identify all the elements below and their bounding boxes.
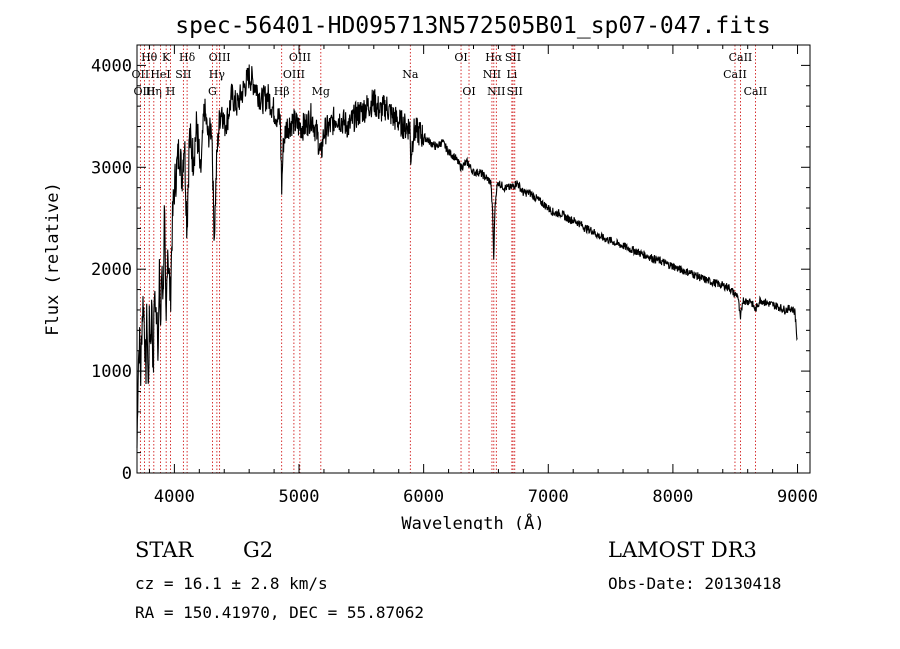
survey-label: LAMOST DR3 (608, 538, 757, 562)
line-label: Hβ (274, 85, 290, 98)
y-tick-label: 2000 (91, 260, 132, 280)
line-label: SII (505, 51, 521, 64)
line-label: Na (402, 68, 419, 81)
plot-frame (136, 44, 811, 474)
x-tick-label: 6000 (403, 487, 444, 507)
line-label: K (162, 51, 171, 64)
line-label: OIII (283, 68, 305, 81)
line-label: Hη (146, 85, 162, 98)
chart-title: spec-56401-HD095713N572505B01_sp07-047.f… (175, 13, 770, 39)
y-tick-label: 1000 (91, 362, 132, 382)
line-label: H (166, 85, 176, 98)
line-label: SII (507, 85, 523, 98)
axis-ticks-layer: 4000 5000 6000 7000 8000 9000 0 1000 2000 3000 400… (91, 45, 818, 507)
line-label: CaII (744, 85, 768, 98)
x-tick-label: 8000 (652, 487, 693, 507)
object-subclass: G2 (243, 538, 274, 562)
line-label: OII (132, 68, 150, 81)
x-tick-label: 9000 (777, 487, 818, 507)
line-label: CaII (729, 51, 753, 64)
line-label: Li (506, 68, 517, 81)
line-label: Mg (312, 85, 330, 98)
x-tick-label: 7000 (528, 487, 569, 507)
line-label: OIII (209, 51, 231, 64)
line-label: G (208, 85, 217, 98)
line-label: HeI (150, 68, 170, 81)
flux-series-layer (136, 64, 798, 449)
line-label: CaII (723, 68, 747, 81)
y-tick-label: 0 (122, 464, 132, 484)
redshift-readout: cz = 16.1 ± 2.8 km/s (135, 574, 328, 593)
x-tick-label: 5000 (279, 487, 320, 507)
object-class: STAR (135, 538, 194, 562)
flux-series-line (136, 64, 798, 449)
x-tick-label: 4000 (154, 487, 195, 507)
line-label: OIII (133, 85, 155, 98)
line-label: NII (487, 85, 505, 98)
line-label: OI (454, 51, 467, 64)
line-label: Hδ (179, 51, 196, 64)
line-label: Hθ (141, 51, 158, 64)
line-label: SII (175, 68, 191, 81)
y-axis-label: Flux (relative) (43, 182, 63, 336)
line-label: Hα (485, 51, 503, 64)
x-axis-label: Wavelength (Å) (401, 512, 544, 530)
coordinates-readout: RA = 150.41970, DEC = 55.87062 (135, 603, 424, 622)
line-label: Hγ (209, 68, 226, 81)
line-label: NII (483, 68, 501, 81)
y-tick-label: 3000 (91, 158, 132, 178)
obs-date: Obs-Date: 20130418 (608, 574, 782, 593)
y-tick-label: 4000 (91, 56, 132, 76)
line-label: OI (462, 85, 475, 98)
spectrum-chart: spec-56401-HD095713N572505B01_sp07-047.f… (43, 13, 818, 530)
line-label: OIII (289, 51, 311, 64)
